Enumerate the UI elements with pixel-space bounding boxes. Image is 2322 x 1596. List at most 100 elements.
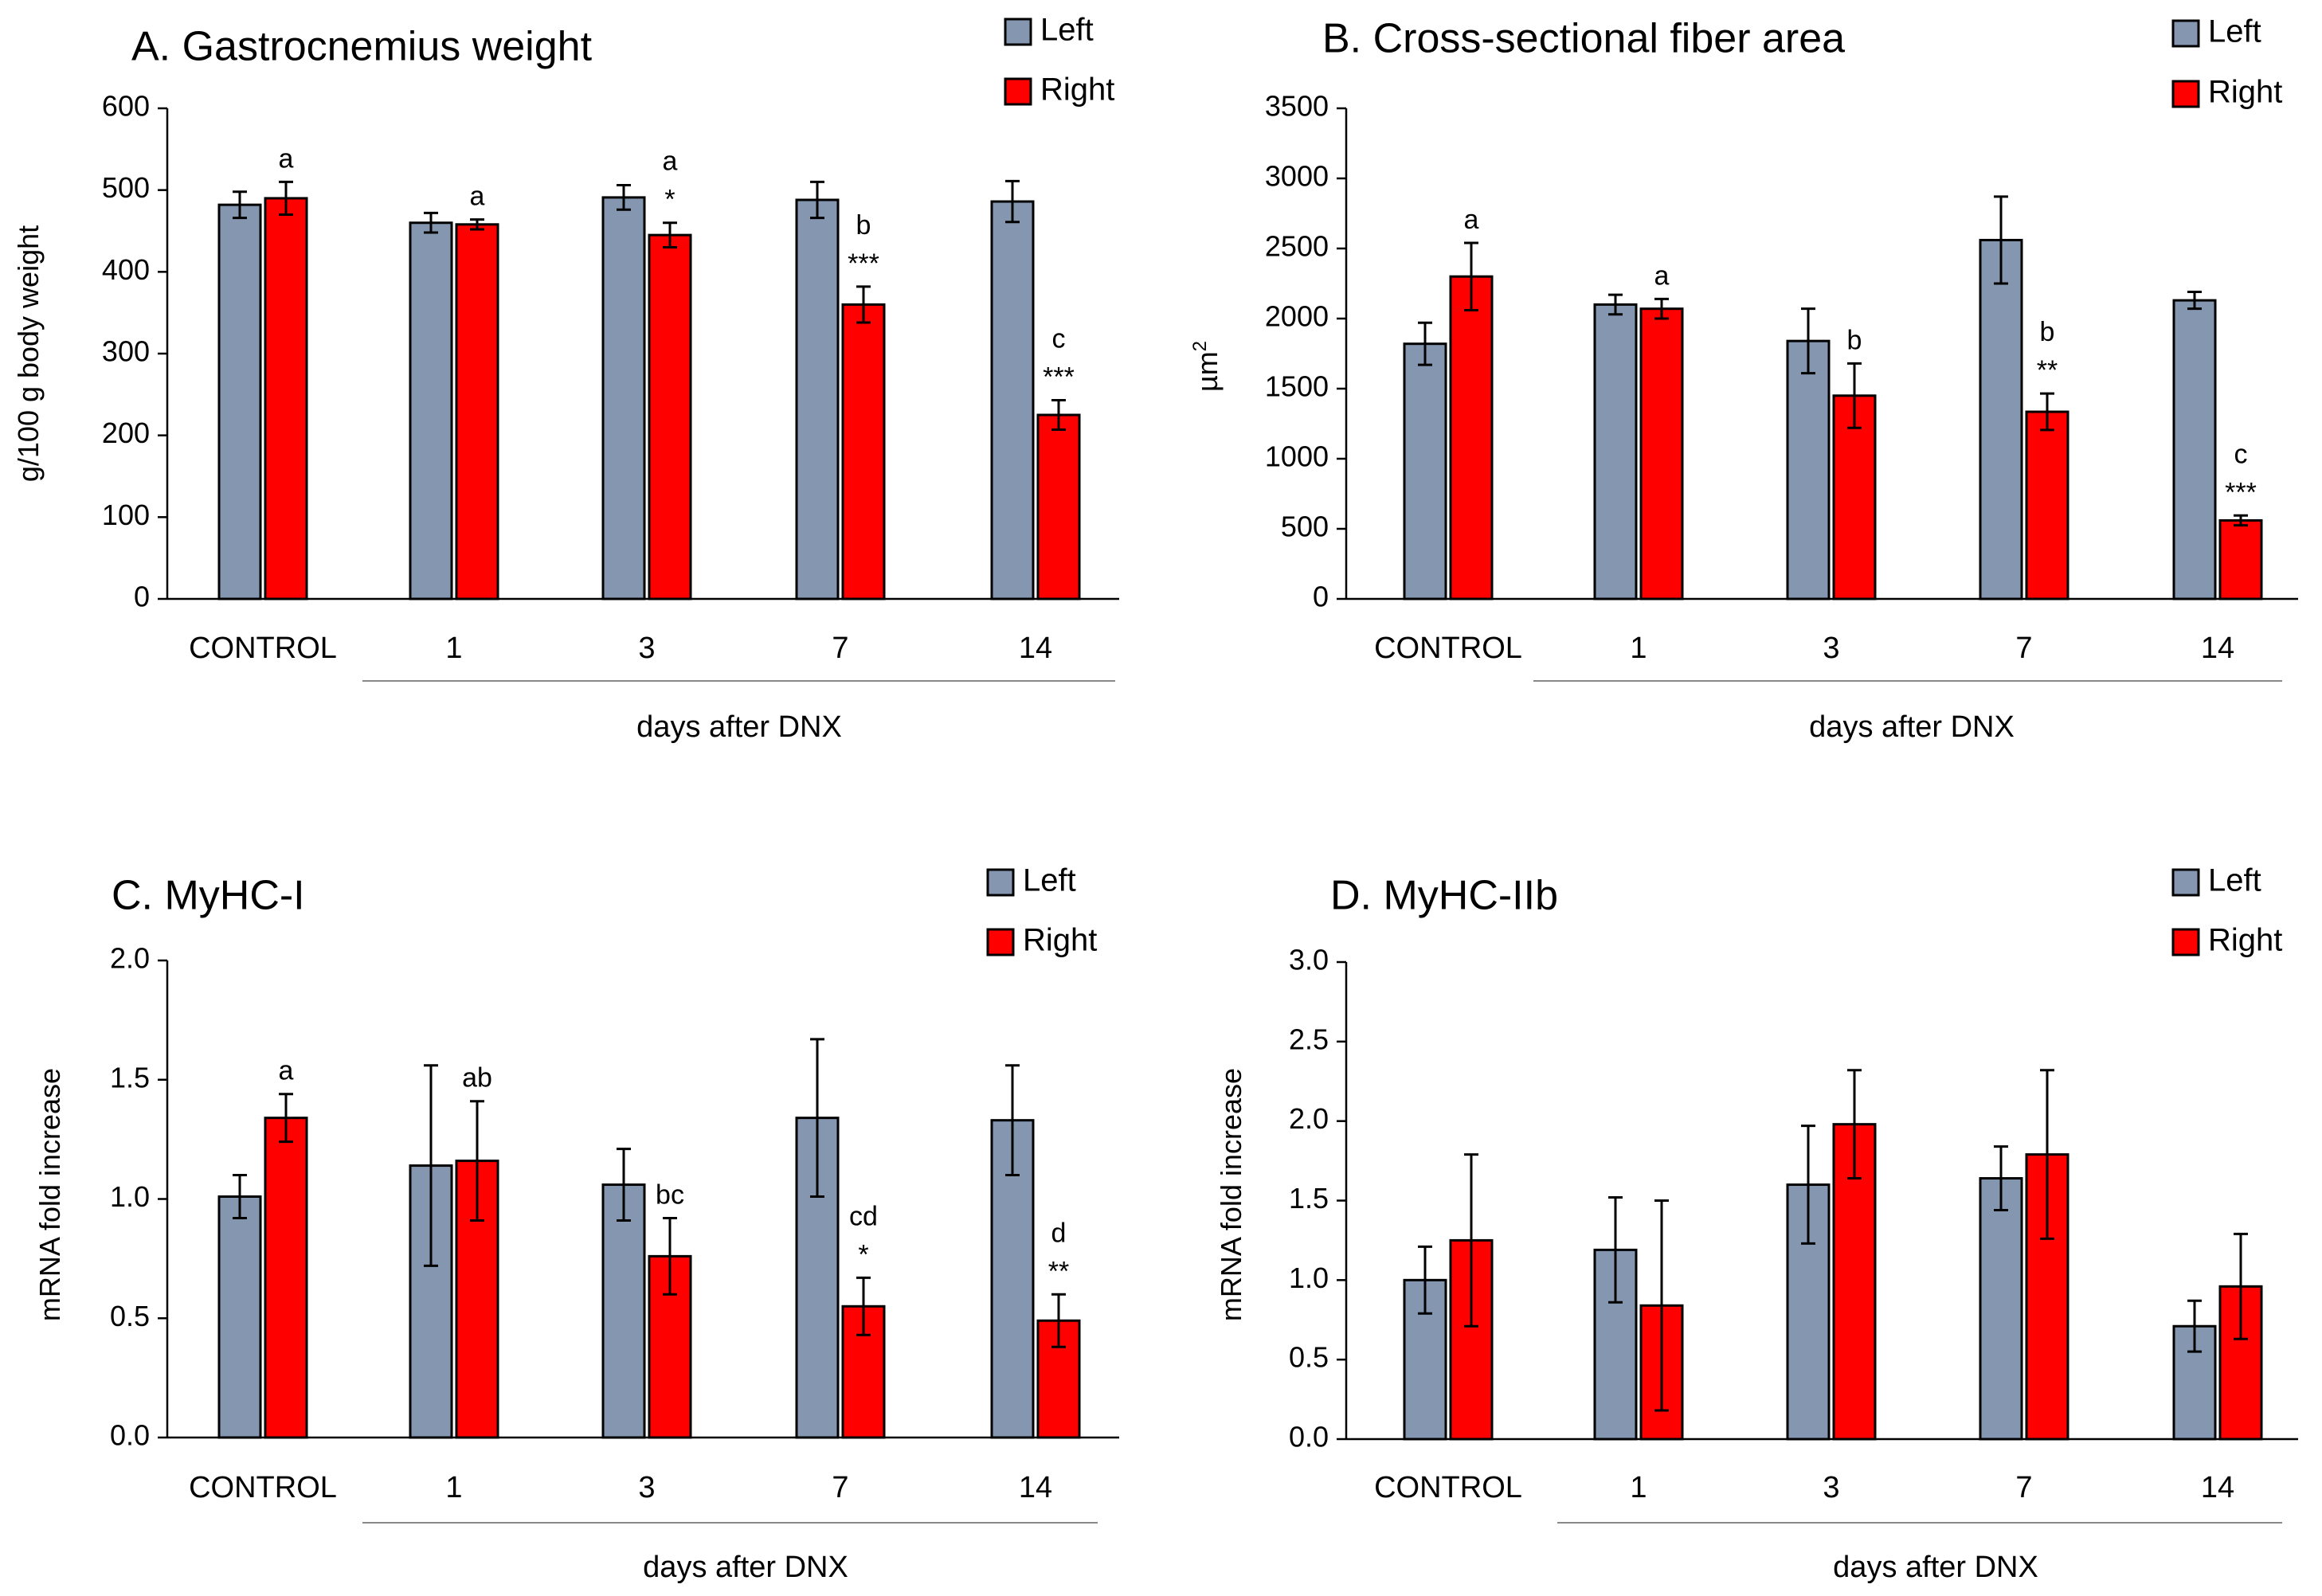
significance-label: *** bbox=[2225, 477, 2257, 507]
bar-right bbox=[648, 233, 692, 600]
category-label: 14 bbox=[2201, 1471, 2234, 1504]
bar-right bbox=[2025, 410, 2069, 600]
significance-label: ab bbox=[462, 1063, 492, 1093]
significance-label: ** bbox=[1048, 1256, 1069, 1286]
significance-label: a bbox=[1654, 260, 1670, 291]
y-tick-label: 1500 bbox=[1265, 370, 1329, 403]
category-label: 3 bbox=[638, 1471, 655, 1504]
chart-title: D. MyHC-IIb bbox=[1330, 873, 1558, 919]
y-tick-label: 0.0 bbox=[110, 1419, 150, 1452]
legend-swatch-right bbox=[2171, 928, 2200, 956]
category-label: 3 bbox=[1823, 1471, 1839, 1504]
category-label: 3 bbox=[638, 632, 655, 665]
y-tick-label: 0 bbox=[1313, 581, 1329, 613]
category-label: CONTROL bbox=[1374, 632, 1522, 665]
legend-label: Right bbox=[1040, 72, 1114, 108]
category-label: 7 bbox=[2015, 632, 2032, 665]
significance-label: *** bbox=[848, 248, 879, 279]
bar-left bbox=[217, 203, 262, 600]
bar-right bbox=[1449, 275, 1494, 600]
category-label: 1 bbox=[445, 632, 462, 665]
bar-left bbox=[795, 198, 840, 600]
bar-left bbox=[1979, 1177, 2023, 1441]
significance-label: a bbox=[279, 1056, 294, 1086]
y-tick-label: 2.5 bbox=[1289, 1023, 1329, 1055]
bar-left bbox=[1979, 238, 2023, 600]
legend-label: Left bbox=[2208, 863, 2261, 898]
chart-title: B. Cross-sectional fiber area bbox=[1322, 16, 1845, 62]
bar-right bbox=[1036, 413, 1081, 600]
category-label: 3 bbox=[1823, 632, 1839, 665]
category-label: 14 bbox=[1019, 632, 1052, 665]
y-axis-label-text: g/100 g body weight bbox=[12, 225, 45, 482]
legend-label: Left bbox=[1023, 863, 1076, 898]
y-tick-label: 500 bbox=[102, 171, 150, 204]
y-tick-label: 400 bbox=[102, 253, 150, 286]
legend-label: Right bbox=[2208, 923, 2282, 958]
significance-label: a bbox=[663, 147, 678, 177]
y-tick-label: 200 bbox=[102, 417, 150, 449]
x-axis-label: days after DNX bbox=[1809, 710, 2015, 744]
legend-swatch-right bbox=[2171, 80, 2200, 108]
legend: Left Right bbox=[986, 863, 1097, 958]
bar-left bbox=[1403, 342, 1447, 600]
significance-label: * bbox=[858, 1239, 868, 1269]
category-label: 1 bbox=[1630, 632, 1647, 665]
y-tick-label: 3500 bbox=[1265, 90, 1329, 123]
y-tick-label: 0.0 bbox=[1289, 1421, 1329, 1453]
bar-left bbox=[990, 200, 1035, 600]
y-tick-label: 1.5 bbox=[110, 1061, 150, 1093]
significance-label: c bbox=[2234, 439, 2248, 469]
chart-panel-c: C. MyHC-I 0.0 0.5 1.0 1.5 2.0 mRNA fold increa… bbox=[33, 863, 1119, 1584]
y-tick-label: 1.0 bbox=[110, 1180, 150, 1213]
bar-right bbox=[1036, 1319, 1081, 1439]
y-tick-label: 1.5 bbox=[1289, 1182, 1329, 1215]
significance-label: a bbox=[470, 182, 485, 212]
y-tick-label: 600 bbox=[102, 90, 150, 123]
bar-right bbox=[2218, 518, 2263, 600]
y-tick-label: 2.0 bbox=[1289, 1102, 1329, 1135]
legend: Left Right bbox=[2171, 863, 2282, 958]
bar-left bbox=[601, 1183, 646, 1439]
legend-swatch-left bbox=[1004, 18, 1032, 46]
significance-label: *** bbox=[1043, 362, 1075, 393]
bar-left bbox=[601, 196, 646, 600]
bar-left bbox=[1786, 339, 1831, 600]
bar-left bbox=[409, 221, 453, 600]
legend-swatch-left bbox=[2171, 868, 2200, 897]
legend: Left Right bbox=[2171, 14, 2282, 110]
significance-label: a bbox=[1464, 205, 1479, 235]
category-label: CONTROL bbox=[1374, 1471, 1522, 1504]
category-label: 7 bbox=[832, 1471, 848, 1504]
y-tick-label: 0.5 bbox=[110, 1300, 150, 1332]
x-axis-label: days after DNX bbox=[1833, 1551, 2038, 1584]
category-label: 1 bbox=[445, 1471, 462, 1504]
category-label: 1 bbox=[1630, 1471, 1647, 1504]
y-tick-label: 3.0 bbox=[1289, 944, 1329, 976]
y-tick-label: 2.0 bbox=[110, 942, 150, 975]
legend: Left Right bbox=[1004, 13, 1114, 108]
x-axis-label: days after DNX bbox=[643, 1551, 848, 1584]
y-tick-label: 100 bbox=[102, 499, 150, 531]
significance-label: d bbox=[1051, 1218, 1067, 1248]
y-axis-label: µm2 bbox=[1189, 341, 1224, 392]
significance-label: cd bbox=[849, 1201, 878, 1231]
y-tick-label: 2500 bbox=[1265, 230, 1329, 263]
chart-panel-b: B. Cross-sectional fiber area 0 500 1000 150… bbox=[1189, 14, 2298, 744]
bar-right bbox=[1832, 1123, 1877, 1441]
y-tick-label: 500 bbox=[1281, 510, 1329, 543]
y-axis-label: mRNA fold increase bbox=[1215, 1068, 1247, 1321]
significance-label: a bbox=[279, 143, 294, 174]
chart-panel-a: A. Gastrocnemius weight 0 100 200 300 400 500 6… bbox=[12, 13, 1119, 744]
legend-swatch-right bbox=[986, 928, 1015, 956]
legend-label: Right bbox=[1023, 923, 1097, 958]
significance-label: * bbox=[664, 185, 675, 215]
y-axis-label-text: mRNA fold increase bbox=[33, 1068, 66, 1321]
significance-label: b bbox=[1847, 325, 1862, 355]
y-tick-label: 0 bbox=[134, 581, 150, 613]
category-label: CONTROL bbox=[189, 1471, 337, 1504]
legend-label: Left bbox=[2208, 14, 2261, 49]
y-axis-label: mRNA fold increase bbox=[33, 1068, 66, 1321]
significance-label: bc bbox=[656, 1179, 684, 1210]
bar-right bbox=[264, 1117, 308, 1439]
